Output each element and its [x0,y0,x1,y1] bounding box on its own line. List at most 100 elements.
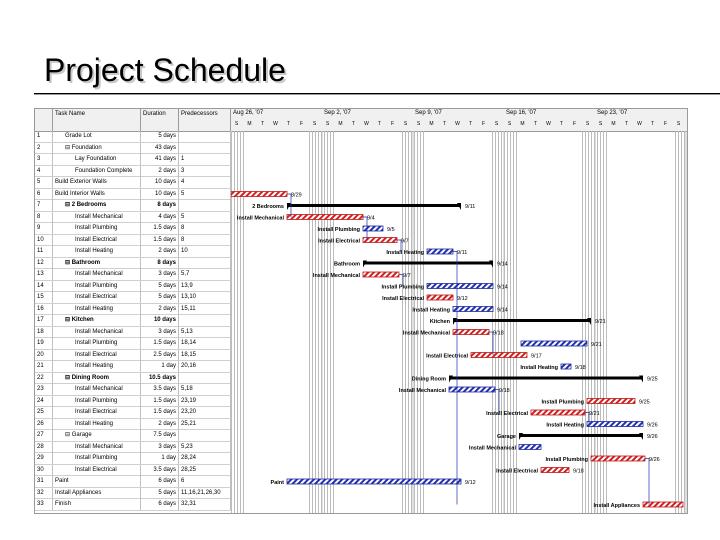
bar-date-label: 9/21 [591,342,602,348]
task-bar [560,363,572,370]
task-duration: 10 days [141,177,179,188]
table-row[interactable]: 22 ⊟ Dining Room 10.5 days [35,372,231,384]
task-name: Foundation Complete [53,165,141,177]
bar-date-label: 9/4 [367,216,375,222]
bar-date-label: 9/18 [493,331,504,337]
task-name: Install Electrical [53,464,141,476]
timescale-day-label: T [377,121,382,127]
table-row[interactable]: 19 Install Plumbing 1.5 days 18,14 [35,338,231,350]
task-name: Build Interior Walls [53,188,141,200]
table-row[interactable]: 31 Paint 6 days 6 [35,476,231,488]
table-row[interactable]: 13 Install Mechanical 3 days 5,7 [35,269,231,281]
task-id: 5 [35,177,53,188]
task-duration: 1.5 days [141,407,179,418]
task-predecessors: 6 [179,476,231,487]
table-row[interactable]: 21 Install Heating 1 day 20,16 [35,361,231,373]
bar-date-label: 9/26 [647,434,658,440]
table-row[interactable]: 4 Foundation Complete 2 days 3 [35,165,231,177]
task-name: Paint [53,476,141,487]
timescale-week-label: Aug 26, '07 [233,110,264,116]
dependency-link [453,251,458,505]
gantt-view[interactable]: Task Name Duration Predecessors Aug 26, … [34,108,688,514]
critical-task-bar [426,294,454,301]
table-row[interactable]: 2 ⊟ Foundation 43 days [35,142,231,154]
table-row[interactable]: 10 Install Electrical 1.5 days 8 [35,234,231,246]
bar-task-label: Install Heating [386,250,424,256]
timescale-day-label: T [468,121,473,127]
table-row[interactable]: 9 Install Plumbing 1.5 days 8 [35,223,231,235]
task-id: 20 [35,349,53,361]
table-row[interactable]: 26 Install Heating 2 days 25,21 [35,418,231,430]
task-duration: 5 days [141,292,179,303]
table-row[interactable]: 6 Build Interior Walls 10 days 5 [35,188,231,200]
timescale-day-label: T [533,121,538,127]
timescale-week-label: Sep 23, '07 [597,110,628,116]
table-row[interactable]: 5 Build Exterior Walls 10 days 4 [35,177,231,189]
task-predecessors: 23,19 [179,395,231,407]
task-duration: 1.5 days [141,395,179,407]
task-duration: 3.5 days [141,464,179,476]
summary-bar-end-cap [457,203,461,210]
table-row[interactable]: 23 Install Mechanical 3.5 days 5,18 [35,384,231,396]
task-name: Install Heating [53,246,141,257]
column-header-id[interactable] [35,109,53,131]
column-header-predecessors[interactable]: Predecessors [179,109,231,131]
summary-bar-end-cap [639,375,643,383]
column-header-duration[interactable]: Duration [141,109,179,131]
task-name: Install Plumbing [53,453,141,464]
timescale-day-label: S [234,121,239,127]
summary-bar [453,319,591,322]
table-row[interactable]: 29 Install Plumbing 1 day 28,24 [35,453,231,465]
summary-bar [449,376,643,380]
table-row[interactable]: 15 Install Electrical 5 days 13,10 [35,292,231,304]
task-duration: 10.5 days [141,372,179,384]
page-title: Project Schedule [44,52,286,88]
bar-task-label: Install Electrical [318,239,360,245]
table-row[interactable]: 11 Install Heating 2 days 10 [35,246,231,258]
table-row[interactable]: 30 Install Electrical 3.5 days 28,25 [35,464,231,476]
table-row[interactable]: 8 Install Mechanical 4 days 5 [35,211,231,223]
task-name: Build Exterior Walls [53,177,141,188]
table-row[interactable]: 24 Install Plumbing 1.5 days 23,19 [35,395,231,407]
table-row[interactable]: 1 Grade Lot 5 days [35,131,231,143]
timescale-day-label: S [325,121,330,127]
task-bar [426,283,494,289]
summary-bar [519,434,643,437]
task-bar [286,478,462,485]
timescale-day-label: F [572,121,577,127]
bar-date-label: 9/26 [647,423,658,429]
table-row[interactable]: 3 Lay Foundation 41 days 1 [35,154,231,166]
column-header-task-name[interactable]: Task Name [53,109,141,131]
bar-task-label: Install Electrical [382,296,424,302]
bar-date-label: 9/14 [497,262,508,268]
task-id: 23 [35,384,53,395]
dependency-link [645,458,650,505]
task-duration: 2 days [141,418,179,430]
gantt-chart[interactable]: 8/29 9/11 2 Bedrooms 9/4 Install Mechanical 9… [231,131,687,513]
task-duration: 4 days [141,211,179,223]
table-row[interactable]: 25 Install Electrical 1.5 days 23,20 [35,407,231,419]
task-bar [426,248,454,255]
task-predecessors: 11,16,21,26,30 [179,487,231,499]
critical-task-bar [540,467,570,473]
bar-task-label: Install Plumbing [542,400,584,406]
table-row[interactable]: 17 ⊟ Kitchen 10 days [35,315,231,327]
table-row[interactable]: 18 Install Mechanical 3 days 5,13 [35,326,231,338]
task-id: 15 [35,292,53,303]
table-row[interactable]: 33 Finish 6 days 32,31 [35,499,231,511]
table-row[interactable]: 12 ⊟ Bathroom 8 days [35,257,231,269]
task-id: 13 [35,269,53,280]
table-row[interactable]: 32 Install Appliances 5 days 11,16,21,26,30 [35,487,231,499]
task-id: 24 [35,395,53,407]
bar-date-label: 9/12 [465,480,476,486]
table-row[interactable]: 16 Install Heating 2 days 15,11 [35,303,231,315]
table-row[interactable]: 7 ⊟ 2 Bedrooms 8 days [35,200,231,212]
timescale-week-label: Sep 16, '07 [506,110,537,116]
summary-bar-end-cap [639,433,643,440]
table-row[interactable]: 20 Install Electrical 2.5 days 18,15 [35,349,231,361]
task-id: 28 [35,441,53,453]
table-row[interactable]: 28 Install Mechanical 3 days 5,23 [35,441,231,453]
table-row[interactable]: 27 ⊟ Garage 7.5 days [35,430,231,442]
dependency-link [399,274,404,286]
table-row[interactable]: 14 Install Plumbing 5 days 13,9 [35,280,231,292]
